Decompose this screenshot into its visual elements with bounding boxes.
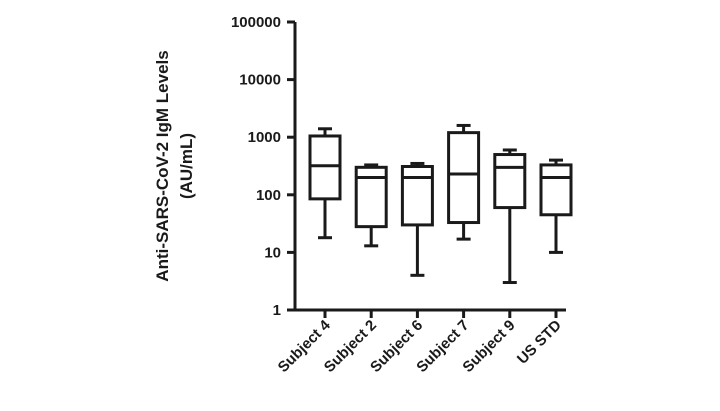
box-1: [308, 127, 342, 240]
x-category-label: US STD: [514, 317, 565, 368]
y-axis-title-line1: Anti-SARS-CoV-2 IgM Levels: [153, 50, 172, 281]
iqr-box: [539, 163, 573, 217]
iqr-box: [493, 153, 527, 210]
y-tick-label: 1: [273, 302, 281, 319]
y-axis-title: Anti-SARS-CoV-2 IgM Levels (AU/mL): [153, 50, 196, 281]
iqr-box: [447, 131, 481, 225]
box-2: [354, 163, 388, 248]
box-series: [308, 123, 573, 285]
y-tick-label: 100: [256, 187, 281, 204]
box-4: [447, 123, 481, 241]
iqr-box: [400, 164, 434, 227]
box-6: [539, 158, 573, 254]
box-3: [400, 161, 434, 277]
y-axis-ticks: 1 10 100 1000 10000 100000: [231, 14, 295, 319]
iqr-box: [308, 134, 342, 201]
y-tick-label: 100000: [231, 14, 281, 31]
box-5: [493, 148, 527, 285]
y-tick-label: 10: [264, 244, 281, 261]
y-tick-label: 10000: [239, 72, 281, 89]
y-tick-label: 1000: [248, 129, 281, 146]
y-axis-title-line2: (AU/mL): [177, 133, 196, 199]
